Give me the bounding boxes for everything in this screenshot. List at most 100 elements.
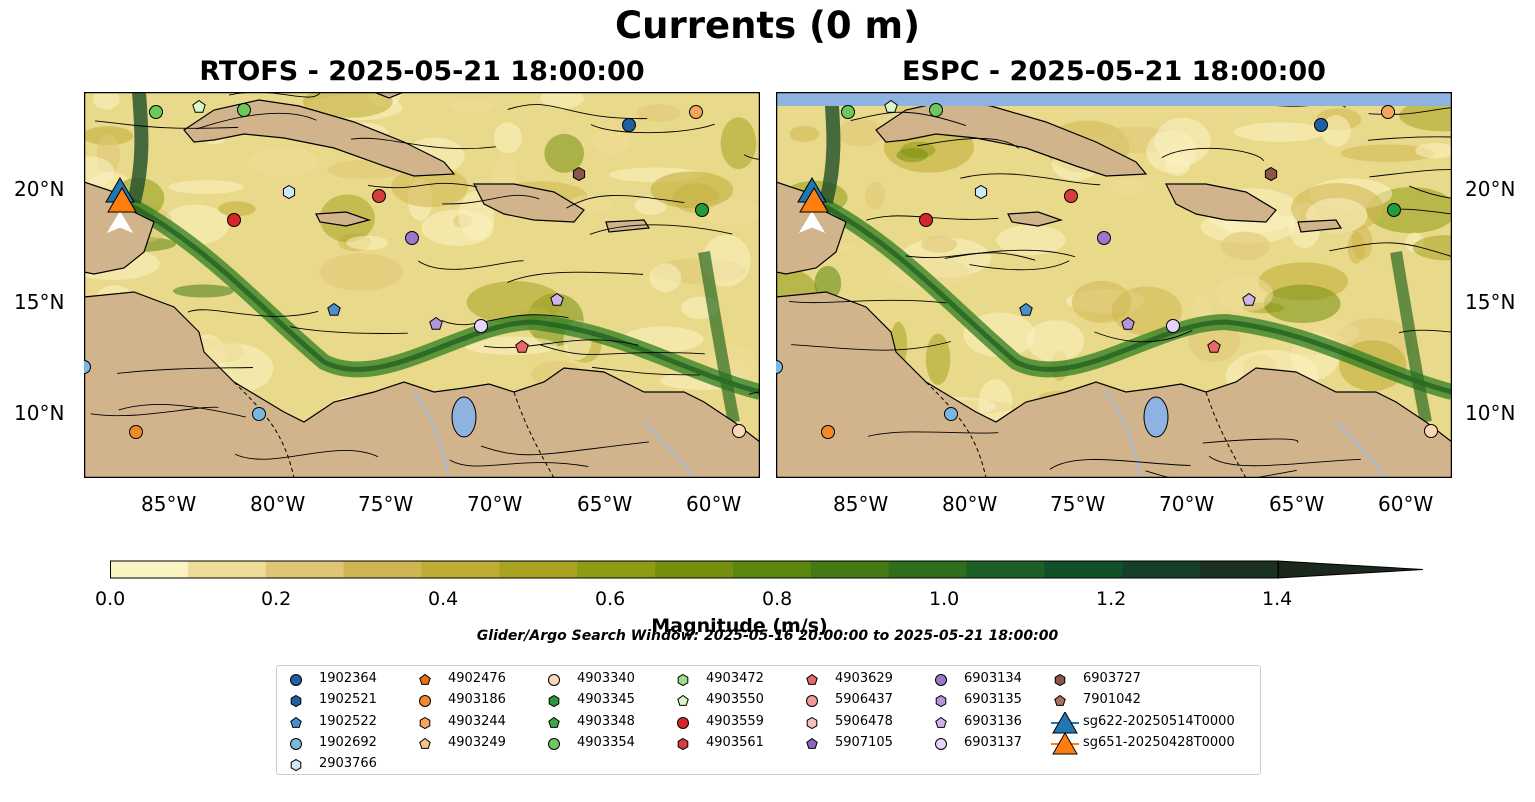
colorbar-segment (888, 561, 968, 578)
colorbar-tick: 0.4 (428, 588, 459, 610)
float-marker (1314, 118, 1328, 132)
float-marker (129, 425, 143, 439)
legend-label: 1902364 (319, 671, 377, 686)
land-mass (373, 92, 405, 99)
float-marker (821, 425, 835, 439)
no-data-band (776, 92, 1452, 106)
float-marker (841, 105, 855, 119)
lon-tick: 75°W (1050, 492, 1106, 516)
float-marker (282, 184, 296, 200)
legend-marker-icon (290, 716, 302, 728)
glider-markers (105, 177, 137, 234)
legend-marker-icon (548, 716, 560, 728)
legend-label: 4903354 (577, 734, 635, 750)
lon-tick: 60°W (1378, 492, 1434, 516)
colorbar-segment (732, 561, 812, 578)
legend-label: 2903766 (319, 756, 377, 772)
lon-tick: 75°W (358, 492, 414, 516)
legend-label: sg651-20250428T0000 (1083, 734, 1235, 750)
colorbar-tick: 0.2 (261, 588, 292, 610)
legend-label: 4903629 (835, 671, 893, 686)
land-mass (776, 291, 1452, 478)
lon-tick: 60°W (686, 492, 742, 516)
legend-marker-icon (935, 716, 947, 728)
legend-label: 5907105 (835, 734, 893, 750)
legend-marker-icon (677, 716, 689, 729)
legend-label: 6903727 (1083, 671, 1141, 686)
float-marker (1242, 292, 1256, 306)
legend-marker-icon (806, 716, 818, 729)
glider-markers (797, 177, 829, 234)
legend-marker-icon (806, 737, 818, 749)
land-mass (183, 99, 456, 177)
panel-title-rtofs: RTOFS - 2025-05-21 18:00:00 (199, 56, 645, 87)
legend-label: sg622-20250514T0000 (1083, 713, 1235, 729)
legend-label: 1902521 (319, 692, 377, 708)
legend-marker-icon (677, 673, 689, 687)
colorbar-segment (343, 561, 422, 578)
legend-marker-icon (677, 737, 689, 750)
legend-label: 4903348 (577, 713, 635, 729)
legend-marker-icon (548, 674, 560, 686)
lat-tick-left: 10°N (14, 401, 65, 425)
lon-tick: 65°W (577, 492, 633, 516)
colorbar-tick: 1.0 (929, 588, 960, 610)
legend-marker-icon (419, 695, 431, 708)
legend-marker-icon (419, 716, 431, 729)
map-panel-espc (776, 92, 1452, 478)
legend-marker-icon (290, 737, 302, 750)
colorbar-label: Magnitude (m/s) (651, 615, 828, 637)
colorbar-extend-arrow (1277, 560, 1424, 579)
float-marker (1064, 189, 1078, 203)
float-marker (1387, 203, 1401, 217)
land-mass (1007, 211, 1064, 227)
legend-label: 4903550 (706, 692, 764, 708)
float-marker (192, 99, 206, 113)
legend: 1902364 1902521 1902522 1902692 2903766 49024… (276, 665, 1261, 775)
lat-tick-right: 10°N (1465, 401, 1516, 425)
colorbar-tick: 1.4 (1262, 588, 1293, 610)
legend-marker-icon (935, 674, 947, 686)
legend-label: 4903559 (706, 713, 764, 729)
float-marker (429, 316, 443, 330)
lon-tick: 80°W (250, 492, 306, 516)
float-marker (84, 360, 91, 374)
legend-marker-icon (419, 673, 431, 685)
float-marker (622, 118, 636, 132)
colorbar-tick: 1.2 (1096, 588, 1127, 610)
colorbar-segment (110, 561, 189, 578)
float-marker (732, 424, 746, 438)
legend-marker-icon (290, 759, 302, 772)
float-marker (149, 105, 163, 119)
float-marker (1207, 339, 1221, 353)
float-marker (689, 105, 703, 119)
colorbar-segment (810, 561, 890, 578)
lon-tick: 85°W (141, 492, 197, 516)
float-marker (1424, 424, 1438, 438)
legend-marker-icon (677, 695, 689, 707)
lat-tick-right: 20°N (1465, 177, 1516, 201)
lon-tick: 85°W (833, 492, 889, 516)
land-mass (84, 291, 760, 478)
legend-marker-icon (806, 673, 818, 685)
colorbar-segment (1122, 561, 1201, 578)
colorbar-segment (1044, 561, 1123, 578)
colorbar-segment (187, 561, 267, 578)
land-mass (1297, 219, 1343, 233)
float-marker (944, 407, 958, 421)
legend-marker-icon (548, 695, 560, 708)
figure-title: Currents (0 m) (614, 4, 920, 47)
panel-title-espc: ESPC - 2025-05-21 18:00:00 (902, 56, 1326, 87)
lat-tick-left: 15°N (14, 290, 65, 314)
legend-marker-icon (1051, 711, 1079, 734)
float-marker (372, 189, 386, 203)
legend-label: 4903345 (577, 692, 635, 708)
legend-marker-icon (1054, 695, 1066, 707)
float-marker (474, 319, 488, 333)
legend-marker-icon (290, 695, 302, 708)
float-marker (550, 292, 564, 306)
float-marker (405, 231, 419, 245)
colorbar-segment (421, 561, 500, 578)
float-marker (572, 166, 586, 182)
float-marker (1264, 166, 1278, 182)
